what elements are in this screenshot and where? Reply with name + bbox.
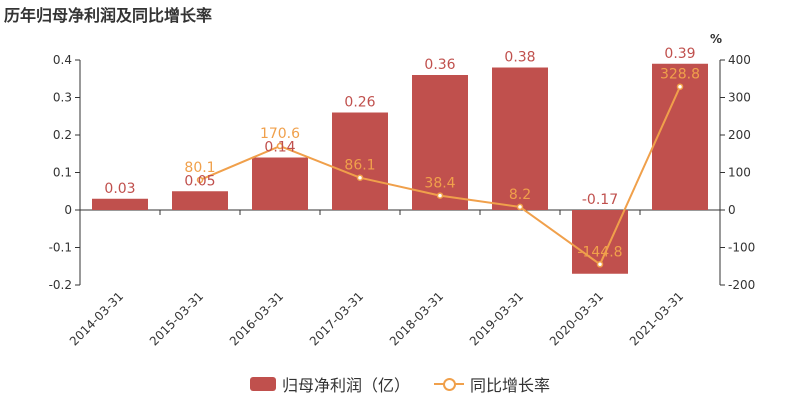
bar-value-label: 0.26 bbox=[344, 95, 375, 111]
bar bbox=[92, 198, 148, 210]
legend-bar-label: 归母净利润（亿） bbox=[281, 376, 410, 395]
growth-point bbox=[196, 176, 204, 184]
bar bbox=[172, 191, 228, 210]
growth-value-label: 38.4 bbox=[424, 176, 455, 192]
growth-value-label: 8.2 bbox=[509, 187, 531, 203]
growth-value-label: 328.8 bbox=[660, 67, 700, 83]
y-left-tick-label: 0 bbox=[64, 203, 72, 217]
growth-point bbox=[356, 174, 364, 181]
bar bbox=[412, 75, 468, 210]
growth-value-label: 86.1 bbox=[344, 158, 375, 174]
legend-line-swatch bbox=[434, 377, 464, 391]
x-tick-label: 2015-03-31 bbox=[147, 289, 206, 348]
bar-value-label: 0.39 bbox=[664, 46, 695, 62]
bar-value-label: -0.17 bbox=[582, 192, 618, 208]
x-tick-label: 2019-03-31 bbox=[467, 289, 526, 348]
y-right-tick-label: -200 bbox=[728, 278, 755, 292]
axes-layer: -0.2 -0.1 0 0.1 0.2 0.3 0.4 -200 -100 0 100 200 300 4… bbox=[49, 32, 756, 348]
bar bbox=[332, 112, 388, 210]
growth-point bbox=[436, 192, 444, 199]
legend-item-line[interactable]: 同比增长率 bbox=[434, 372, 550, 396]
y-right-tick-label: -100 bbox=[728, 241, 755, 255]
y-left-tick-label: 0.3 bbox=[53, 91, 72, 105]
legend-item-bar[interactable]: 归母净利润（亿） bbox=[249, 372, 410, 396]
x-tick-label: 2018-03-31 bbox=[387, 289, 446, 348]
bar bbox=[252, 157, 308, 210]
growth-point bbox=[276, 142, 284, 150]
chart-title: 历年归母净利润及同比增长率 bbox=[4, 6, 213, 25]
x-tick-label: 2020-03-31 bbox=[547, 289, 606, 348]
bar-value-label: 0.14 bbox=[264, 140, 295, 156]
bar-value-label: 0.05 bbox=[184, 173, 215, 189]
growth-point bbox=[596, 261, 604, 268]
legend-bar-swatch bbox=[249, 377, 276, 391]
bar-value-label: 0.36 bbox=[424, 57, 455, 73]
legend: 归母净利润（亿） 同比增长率 bbox=[0, 372, 800, 396]
growth-point bbox=[516, 203, 524, 211]
growth-value-label: -144.8 bbox=[577, 244, 622, 260]
y-left-tick-label: -0.2 bbox=[49, 278, 72, 292]
y-right-unit: % bbox=[710, 32, 722, 46]
bar-value-label: 0.38 bbox=[504, 50, 535, 66]
x-tick-label: 2017-03-31 bbox=[307, 289, 366, 348]
growth-point bbox=[676, 83, 684, 90]
y-left-tick-label: 0.2 bbox=[53, 128, 72, 142]
growth-value-label: 80.1 bbox=[184, 160, 215, 176]
y-right-tick-label: 400 bbox=[728, 53, 751, 67]
growth-value-label: 170.6 bbox=[260, 126, 300, 142]
y-left-tick-label: 0.1 bbox=[53, 166, 72, 180]
labels-layer: 0.03 0.05 0.14 0.26 0.36 0.38 -0.17 0.39 80.1 170… bbox=[104, 46, 700, 261]
x-tick-label: 2014-03-31 bbox=[67, 289, 126, 348]
x-tick-label: 2016-03-31 bbox=[227, 289, 286, 348]
legend-line-label: 同比增长率 bbox=[470, 376, 551, 395]
y-right-tick-label: 300 bbox=[728, 91, 751, 105]
y-left-tick-label: -0.1 bbox=[49, 241, 72, 255]
bar-value-label: 0.03 bbox=[104, 181, 135, 197]
y-right-tick-label: 0 bbox=[728, 203, 736, 217]
bar bbox=[492, 67, 548, 210]
y-right-tick-label: 100 bbox=[728, 166, 751, 180]
line-layer bbox=[196, 83, 684, 268]
y-right-tick-label: 200 bbox=[728, 128, 751, 142]
y-left-tick-label: 0.4 bbox=[53, 53, 72, 67]
x-tick-label: 2021-03-31 bbox=[627, 289, 686, 348]
